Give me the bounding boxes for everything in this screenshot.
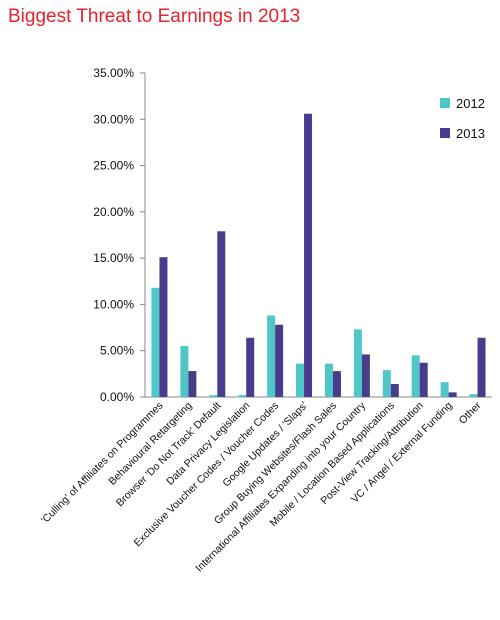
bar-2013	[477, 337, 486, 397]
chart-bars	[151, 113, 486, 397]
bar-2013	[217, 231, 226, 397]
bar-2013	[246, 337, 255, 397]
bar-2013	[448, 392, 457, 397]
y-tick-label: 15.00%	[93, 251, 134, 265]
y-tick-label: 5.00%	[100, 344, 134, 358]
legend-label-2013: 2013	[456, 126, 485, 141]
y-axis-ticks: 0.00% 5.00% 10.00% 15.00% 20.00% 25.00% 30.00%…	[93, 66, 145, 404]
bar-2012	[296, 363, 305, 397]
bar-2013	[419, 362, 428, 397]
bar-2012	[324, 363, 333, 397]
y-tick-label: 20.00%	[93, 205, 134, 219]
bar-2012	[180, 346, 189, 397]
bar-2013	[390, 384, 399, 397]
x-axis-labels: 'Culling' of Affiliates on ProgrammesBeh…	[39, 399, 484, 574]
bar-2013	[159, 257, 168, 397]
legend-label-2012: 2012	[456, 96, 485, 111]
bar-2012	[440, 382, 449, 397]
chart-title: Biggest Threat to Earnings in 2013	[8, 6, 301, 27]
bar-2013	[332, 371, 341, 397]
y-tick-label: 30.00%	[93, 112, 134, 126]
chart-axes	[144, 73, 492, 398]
bar-2012	[469, 394, 478, 397]
bar-2013	[188, 371, 197, 397]
y-tick-label: 35.00%	[93, 66, 134, 80]
y-tick-label: 0.00%	[100, 390, 134, 404]
bar-2012	[238, 395, 247, 397]
x-category-label: Other	[457, 399, 484, 426]
bar-2012	[353, 329, 362, 397]
chart-legend: 2012 2013	[440, 96, 485, 141]
y-tick-label: 10.00%	[93, 297, 134, 311]
legend-swatch-2013	[440, 128, 450, 138]
bar-2012	[267, 315, 276, 397]
bar-2013	[275, 324, 284, 397]
bar-2012	[411, 355, 420, 397]
bar-2012	[151, 287, 160, 397]
legend-swatch-2012	[440, 98, 450, 108]
bar-2012	[382, 370, 391, 397]
bar-2012	[209, 395, 218, 397]
bar-2013	[304, 113, 313, 397]
bar-2013	[361, 354, 370, 397]
x-category-label: 'Culling' of Affiliates on Programmes	[39, 400, 166, 527]
y-tick-label: 25.00%	[93, 159, 134, 173]
